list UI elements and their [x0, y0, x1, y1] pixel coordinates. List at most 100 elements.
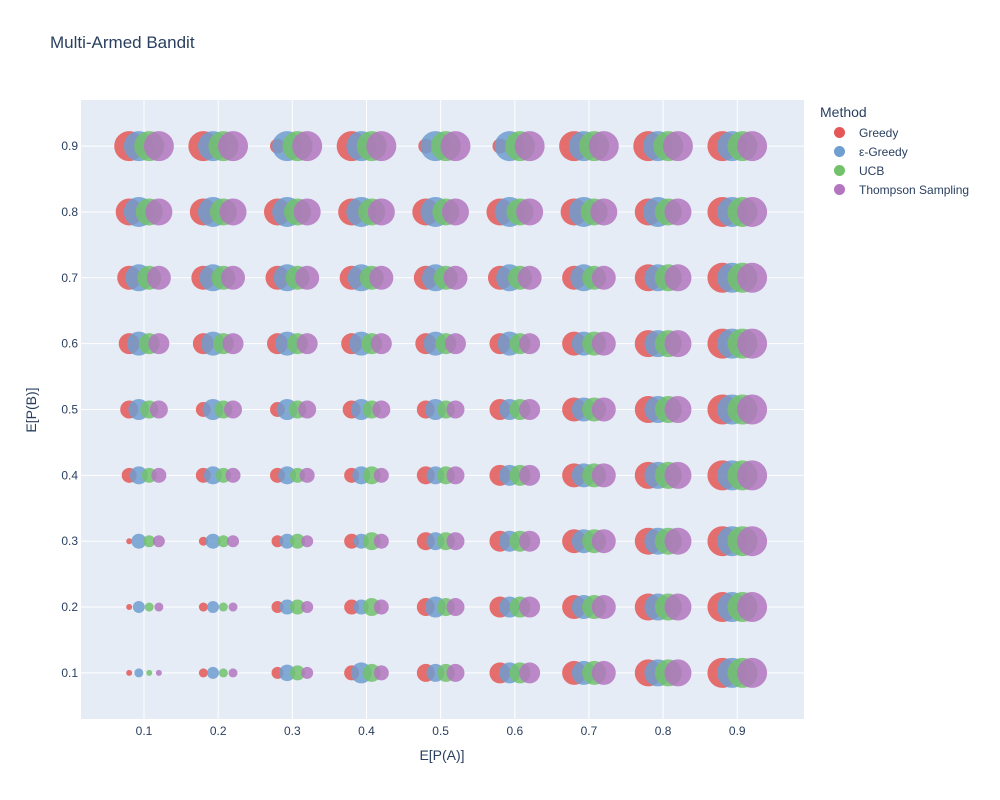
point-thompson-sampling[interactable] [737, 592, 768, 623]
point-thompson-sampling[interactable] [737, 196, 768, 227]
point-thompson-sampling[interactable] [219, 198, 247, 226]
point-thompson-sampling[interactable] [444, 333, 466, 355]
point-thompson-sampling[interactable] [373, 467, 389, 483]
point-ucb[interactable] [143, 535, 156, 548]
point-thompson-sampling[interactable] [737, 394, 768, 425]
point-thompson-sampling[interactable] [373, 599, 389, 615]
point-thompson-sampling[interactable] [664, 593, 692, 621]
point-greedy[interactable] [198, 602, 208, 612]
point-thompson-sampling[interactable] [664, 198, 692, 226]
point-thompson-sampling[interactable] [737, 328, 768, 359]
point-greedy[interactable] [198, 536, 208, 546]
point-thompson-sampling[interactable] [146, 265, 171, 290]
point-thompson-sampling[interactable] [519, 596, 541, 618]
point-thompson-sampling[interactable] [519, 399, 541, 420]
legend[interactable]: Method Greedy ε-Greedy UCB Thompson Samp… [820, 104, 969, 199]
legend-item-thompson-sampling[interactable]: Thompson Sampling [820, 180, 969, 199]
point-thompson-sampling[interactable] [228, 602, 238, 612]
point-thompson-sampling[interactable] [292, 131, 323, 162]
point-thompson-sampling[interactable] [301, 601, 314, 614]
point-thompson-sampling[interactable] [301, 666, 314, 679]
point-thompson-sampling[interactable] [519, 662, 541, 684]
point-thompson-sampling[interactable] [591, 595, 616, 620]
point-thompson-sampling[interactable] [446, 466, 465, 485]
point-thompson-sampling[interactable] [441, 198, 469, 226]
point-greedy[interactable] [126, 538, 133, 545]
point-thompson-sampling[interactable] [664, 264, 692, 292]
point-thompson-sampling[interactable] [664, 396, 692, 423]
point-greedy[interactable] [206, 601, 219, 614]
point-thompson-sampling[interactable] [443, 265, 468, 290]
point-greedy[interactable] [279, 533, 295, 549]
point-thompson-sampling[interactable] [218, 131, 249, 162]
point-thompson-sampling[interactable] [143, 131, 174, 162]
point-thompson-sampling[interactable] [446, 532, 465, 551]
point-thompson-sampling[interactable] [519, 464, 541, 486]
point-thompson-sampling[interactable] [519, 530, 541, 552]
point-ucb[interactable] [290, 599, 306, 615]
point-greedy[interactable] [198, 668, 208, 678]
point-greedy[interactable] [126, 604, 133, 611]
point-thompson-sampling[interactable] [293, 198, 321, 226]
point-ucb[interactable] [217, 535, 230, 548]
point-thompson-sampling[interactable] [227, 535, 240, 548]
point-thompson-sampling[interactable] [662, 131, 693, 162]
point-thompson-sampling[interactable] [590, 198, 618, 226]
point-thompson-sampling[interactable] [591, 331, 616, 356]
point-thompson-sampling[interactable] [446, 400, 465, 419]
legend-item-ucb[interactable]: UCB [820, 161, 969, 180]
point-thompson-sampling[interactable] [221, 265, 246, 290]
point-thompson-sampling[interactable] [299, 467, 315, 483]
point-thompson-sampling[interactable] [155, 669, 162, 676]
point-ucb[interactable] [290, 533, 306, 549]
point-thompson-sampling[interactable] [154, 602, 164, 612]
point-thompson-sampling[interactable] [591, 397, 616, 422]
point-greedy[interactable] [206, 666, 219, 679]
point-ucb[interactable] [146, 669, 153, 676]
point-greedy[interactable] [279, 599, 295, 615]
point-thompson-sampling[interactable] [519, 333, 541, 355]
point-thompson-sampling[interactable] [517, 265, 542, 290]
point-thompson-sampling[interactable] [301, 535, 314, 548]
point-thompson-sampling[interactable] [148, 333, 170, 355]
point-greedy[interactable] [134, 668, 144, 678]
point-thompson-sampling[interactable] [367, 198, 395, 226]
point-thompson-sampling[interactable] [373, 533, 389, 549]
point-thompson-sampling[interactable] [373, 665, 389, 681]
point-thompson-sampling[interactable] [588, 131, 619, 162]
point-thompson-sampling[interactable] [737, 460, 768, 491]
point-thompson-sampling[interactable] [516, 198, 544, 226]
point-thompson-sampling[interactable] [298, 400, 317, 419]
point-thompson-sampling[interactable] [591, 660, 616, 685]
point-thompson-sampling[interactable] [296, 333, 318, 355]
point-thompson-sampling[interactable] [149, 400, 168, 419]
point-thompson-sampling[interactable] [664, 461, 692, 489]
point-thompson-sampling[interactable] [225, 467, 241, 483]
point-thompson-sampling[interactable] [737, 131, 768, 162]
point-thompson-sampling[interactable] [591, 463, 616, 488]
point-thompson-sampling[interactable] [224, 400, 243, 419]
point-ucb[interactable] [290, 665, 306, 681]
point-ucb[interactable] [144, 602, 154, 612]
point-thompson-sampling[interactable] [664, 659, 692, 687]
point-thompson-sampling[interactable] [664, 330, 692, 358]
point-thompson-sampling[interactable] [446, 598, 465, 617]
point-thompson-sampling[interactable] [145, 198, 173, 226]
point-thompson-sampling[interactable] [737, 657, 768, 688]
point-thompson-sampling[interactable] [152, 535, 165, 548]
point-thompson-sampling[interactable] [222, 333, 244, 355]
point-thompson-sampling[interactable] [440, 131, 471, 162]
point-thompson-sampling[interactable] [737, 262, 768, 293]
point-thompson-sampling[interactable] [151, 467, 167, 483]
point-thompson-sampling[interactable] [370, 333, 392, 355]
point-thompson-sampling[interactable] [228, 668, 238, 678]
point-greedy[interactable] [126, 669, 133, 676]
point-thompson-sampling[interactable] [737, 526, 768, 557]
point-thompson-sampling[interactable] [664, 527, 692, 555]
point-thompson-sampling[interactable] [295, 265, 320, 290]
point-greedy[interactable] [205, 533, 221, 549]
point-thompson-sampling[interactable] [366, 131, 397, 162]
legend-item-epsilon-greedy[interactable]: ε-Greedy [820, 142, 969, 161]
point-thompson-sampling[interactable] [372, 400, 391, 419]
legend-item-greedy[interactable]: Greedy [820, 123, 969, 142]
